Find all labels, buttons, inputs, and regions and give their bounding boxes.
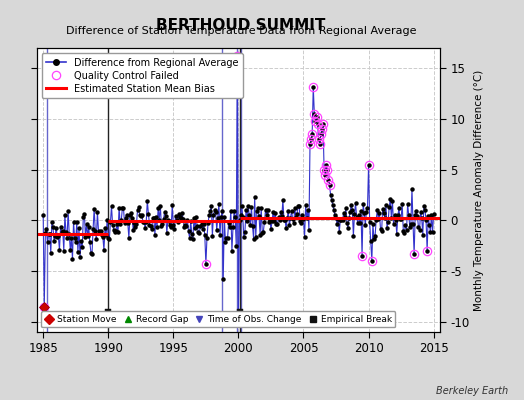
Text: Berkeley Earth: Berkeley Earth: [436, 386, 508, 396]
Text: Difference of Station Temperature Data from Regional Average: Difference of Station Temperature Data f…: [66, 26, 416, 36]
Text: BERTHOUD SUMMIT: BERTHOUD SUMMIT: [156, 18, 326, 33]
Legend: Station Move, Record Gap, Time of Obs. Change, Empirical Break: Station Move, Record Gap, Time of Obs. C…: [41, 311, 396, 328]
Y-axis label: Monthly Temperature Anomaly Difference (°C): Monthly Temperature Anomaly Difference (…: [474, 69, 484, 311]
